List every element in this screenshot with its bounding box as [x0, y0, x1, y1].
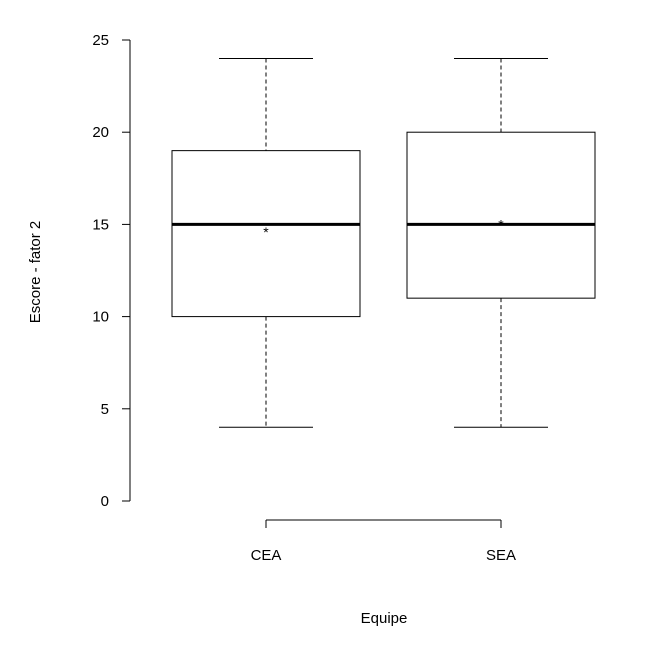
y-tick-label: 10 [92, 309, 109, 326]
mean-marker: * [498, 217, 504, 233]
y-tick-label: 25 [92, 32, 109, 49]
x-tick-label: CEA [251, 547, 282, 564]
x-axis: CEA SEA [251, 519, 516, 564]
y-tick-label: 15 [92, 216, 109, 233]
y-tick-label: 0 [101, 493, 109, 510]
y-axis-title: Escore - fator 2 [27, 221, 44, 324]
box-group-cea: * [171, 57, 361, 428]
box-group-sea: * [406, 57, 596, 428]
iqr-box [171, 150, 361, 318]
y-tick-label: 20 [92, 124, 109, 141]
boxes: * * [171, 57, 596, 428]
mean-marker: * [263, 224, 269, 240]
y-axis: 0 5 10 15 20 25 [92, 32, 131, 510]
x-axis-title: Equipe [361, 610, 408, 627]
y-tick-label: 5 [101, 401, 109, 418]
iqr-box [406, 131, 596, 299]
x-tick-label: SEA [486, 547, 516, 564]
